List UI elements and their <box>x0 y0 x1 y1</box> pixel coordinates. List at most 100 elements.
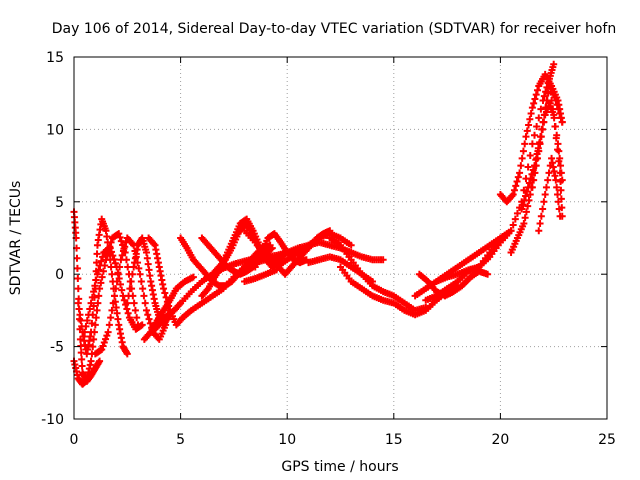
data-point <box>550 111 558 119</box>
data-point <box>509 221 517 229</box>
data-point <box>558 118 566 126</box>
data-point <box>533 150 541 158</box>
data-point <box>121 243 129 251</box>
data-point <box>81 328 89 336</box>
data-point <box>524 163 532 171</box>
data-point <box>536 138 544 146</box>
y-tick-label: 0 <box>55 267 64 283</box>
data-point <box>140 292 148 300</box>
data-point <box>133 314 141 322</box>
data-point <box>526 115 534 123</box>
data-point <box>550 60 558 68</box>
data-point <box>145 315 153 323</box>
data-point <box>77 349 85 357</box>
data-point <box>99 253 107 261</box>
data-point <box>130 299 138 307</box>
data-point <box>110 255 118 263</box>
data-point <box>554 198 562 206</box>
series-arc-16 <box>241 266 281 285</box>
data-point <box>100 339 108 347</box>
data-point <box>128 270 136 278</box>
data-point <box>78 362 86 370</box>
data-point <box>95 266 103 274</box>
data-point <box>523 127 531 135</box>
plot-frame <box>73 56 608 420</box>
data-point <box>517 162 525 170</box>
data-point <box>557 186 565 194</box>
data-point <box>112 285 120 293</box>
data-point <box>537 212 545 220</box>
data-point <box>93 270 101 278</box>
data-point <box>523 188 531 196</box>
data-point <box>379 256 387 264</box>
data-point <box>556 109 564 117</box>
data-point <box>160 285 168 293</box>
data-point <box>533 123 541 131</box>
data-point <box>123 299 131 307</box>
data-point <box>507 227 515 235</box>
data-point <box>513 178 521 186</box>
data-point <box>99 342 107 350</box>
data-point <box>118 251 126 259</box>
series-arc-28 <box>518 96 566 220</box>
data-point <box>131 306 139 314</box>
data-point <box>136 270 144 278</box>
data-point <box>556 169 564 177</box>
data-point <box>528 170 536 178</box>
data-point <box>516 169 524 177</box>
data-point <box>521 214 529 222</box>
data-point <box>90 288 98 296</box>
data-point <box>529 166 537 174</box>
data-point <box>544 176 552 184</box>
data-point <box>484 270 492 278</box>
series-arc-20 <box>337 263 462 319</box>
data-point <box>538 125 546 133</box>
data-point <box>528 104 536 112</box>
data-point <box>87 328 95 336</box>
data-point <box>125 292 133 300</box>
data-point <box>105 321 113 329</box>
data-point <box>73 264 81 272</box>
data-point <box>116 233 124 241</box>
data-point <box>509 191 517 199</box>
data-point <box>539 205 547 213</box>
y-tick-label: 5 <box>55 195 64 211</box>
x-tick-label: 15 <box>385 432 403 448</box>
data-point <box>554 146 562 154</box>
data-point <box>135 264 143 272</box>
data-point <box>535 114 543 122</box>
data-point <box>524 202 532 210</box>
data-point <box>518 205 526 213</box>
data-point <box>513 209 521 217</box>
data-point <box>74 275 82 283</box>
data-point <box>84 311 92 319</box>
data-point <box>114 270 122 278</box>
data-point <box>552 176 560 184</box>
data-point <box>519 201 527 209</box>
data-point <box>161 289 169 297</box>
data-point <box>189 273 197 281</box>
x-axis-label: GPS time / hours <box>281 459 398 475</box>
series-arc-23 <box>422 227 515 304</box>
data-point <box>557 114 565 122</box>
data-point <box>111 259 119 267</box>
data-point <box>553 101 561 109</box>
data-point <box>541 111 549 119</box>
data-point <box>525 179 533 187</box>
data-point <box>115 230 123 238</box>
data-point <box>530 99 538 107</box>
data-point <box>87 299 95 307</box>
x-tick-labels: 0 5 10 15 20 25 <box>70 432 616 448</box>
series-arc-3 <box>74 215 131 358</box>
data-point <box>126 285 134 293</box>
data-point <box>102 335 110 343</box>
data-point <box>556 212 564 220</box>
data-point <box>514 173 522 181</box>
data-point <box>141 299 149 307</box>
data-point <box>117 256 125 264</box>
data-point <box>347 241 355 249</box>
data-point <box>138 321 146 329</box>
data-point <box>537 105 545 113</box>
data-point <box>93 250 101 258</box>
